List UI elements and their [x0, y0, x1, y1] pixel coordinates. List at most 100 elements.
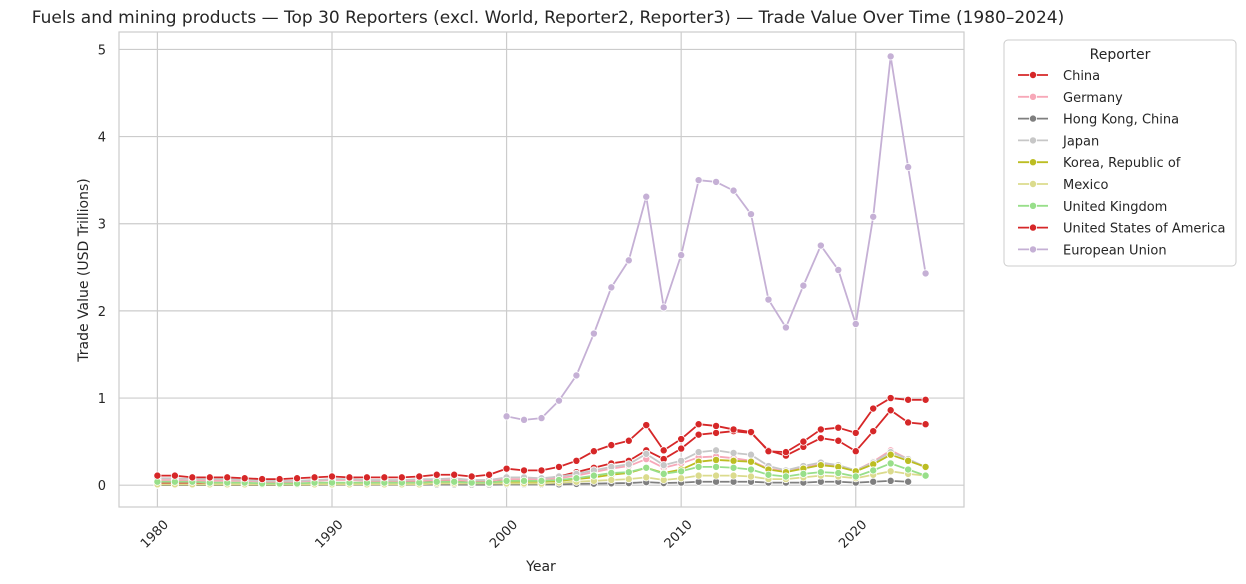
- data-point: [258, 475, 267, 484]
- data-point: [624, 256, 633, 265]
- data-point: [694, 176, 703, 185]
- data-point: [886, 467, 895, 476]
- legend-item: European Union: [1018, 243, 1167, 258]
- data-point: [607, 441, 616, 450]
- data-point: [921, 395, 930, 404]
- data-point: [275, 475, 284, 484]
- data-point: [886, 406, 895, 415]
- data-point: [904, 477, 913, 486]
- data-point: [712, 455, 721, 464]
- x-tick-label: 2010: [662, 518, 696, 552]
- data-point: [886, 459, 895, 468]
- data-point: [624, 475, 633, 484]
- data-point: [921, 462, 930, 471]
- data-point: [712, 177, 721, 186]
- data-point: [554, 475, 563, 484]
- data-point: [904, 465, 913, 474]
- legend-marker: [1029, 136, 1038, 145]
- data-point: [747, 428, 756, 437]
- legend-item: Germany: [1018, 91, 1123, 106]
- data-point: [170, 471, 179, 480]
- data-point: [659, 469, 668, 478]
- data-point: [310, 473, 319, 482]
- data-point: [502, 412, 511, 421]
- data-point: [851, 428, 860, 437]
- data-point: [677, 456, 686, 465]
- legend-item: United Kingdom: [1018, 200, 1167, 215]
- data-point: [642, 473, 651, 482]
- data-point: [432, 470, 441, 479]
- data-point: [886, 450, 895, 459]
- data-point: [729, 471, 738, 480]
- legend-item: China: [1018, 69, 1100, 84]
- y-tick-label: 2: [98, 305, 106, 320]
- legend-label: United Kingdom: [1063, 200, 1167, 215]
- data-point: [554, 396, 563, 405]
- x-axis-label: Year: [525, 559, 556, 575]
- legend-label: United States of America: [1063, 222, 1225, 237]
- y-axis-label: Trade Value (USD Trillions): [76, 178, 92, 363]
- data-point: [816, 241, 825, 250]
- legend-item: Japan: [1018, 134, 1099, 149]
- data-point: [223, 473, 232, 482]
- data-point: [694, 462, 703, 471]
- data-point: [659, 461, 668, 470]
- legend-item: United States of America: [1018, 222, 1225, 237]
- data-point: [729, 448, 738, 457]
- data-point: [729, 425, 738, 434]
- data-point: [502, 476, 511, 485]
- data-point: [642, 463, 651, 472]
- legend-label: China: [1063, 69, 1100, 84]
- data-point: [694, 420, 703, 429]
- data-point: [816, 425, 825, 434]
- data-point: [694, 471, 703, 480]
- legend-marker: [1029, 179, 1038, 188]
- data-point: [520, 466, 529, 475]
- data-point: [432, 477, 441, 486]
- y-axis-ticks: 0 1 2 3 4 5: [98, 43, 106, 494]
- data-point: [362, 473, 371, 482]
- data-point: [747, 450, 756, 459]
- data-point: [485, 478, 494, 487]
- data-point: [397, 473, 406, 482]
- data-point: [188, 473, 197, 482]
- data-point: [869, 477, 878, 486]
- y-tick-label: 5: [98, 43, 106, 58]
- series-6: [153, 459, 930, 488]
- data-point: [677, 444, 686, 453]
- data-point: [904, 163, 913, 172]
- data-point: [712, 471, 721, 480]
- x-tick-label: 2000: [487, 518, 521, 552]
- data-point: [747, 457, 756, 466]
- data-point: [589, 447, 598, 456]
- legend-frame: [1003, 39, 1237, 267]
- series-7: [153, 394, 930, 484]
- data-point: [747, 465, 756, 474]
- data-point: [799, 469, 808, 478]
- data-point: [834, 469, 843, 478]
- data-point: [816, 468, 825, 477]
- x-tick-label: 1980: [138, 518, 172, 552]
- y-tick-label: 0: [98, 479, 106, 494]
- data-point: [834, 265, 843, 274]
- legend-marker: [1029, 223, 1038, 232]
- data-point: [781, 472, 790, 481]
- data-point: [345, 473, 354, 482]
- data-point: [729, 456, 738, 465]
- data-point: [851, 472, 860, 481]
- data-point: [450, 477, 459, 486]
- data-point: [589, 329, 598, 338]
- legend-marker: [1029, 245, 1038, 254]
- data-point: [677, 435, 686, 444]
- data-point: [677, 474, 686, 483]
- series-8: [502, 52, 930, 424]
- data-point: [834, 436, 843, 445]
- data-point: [851, 447, 860, 456]
- data-point: [659, 446, 668, 455]
- data-point: [869, 212, 878, 221]
- data-point: [537, 414, 546, 423]
- data-point: [729, 186, 738, 195]
- data-point: [764, 295, 773, 304]
- data-point: [327, 472, 336, 481]
